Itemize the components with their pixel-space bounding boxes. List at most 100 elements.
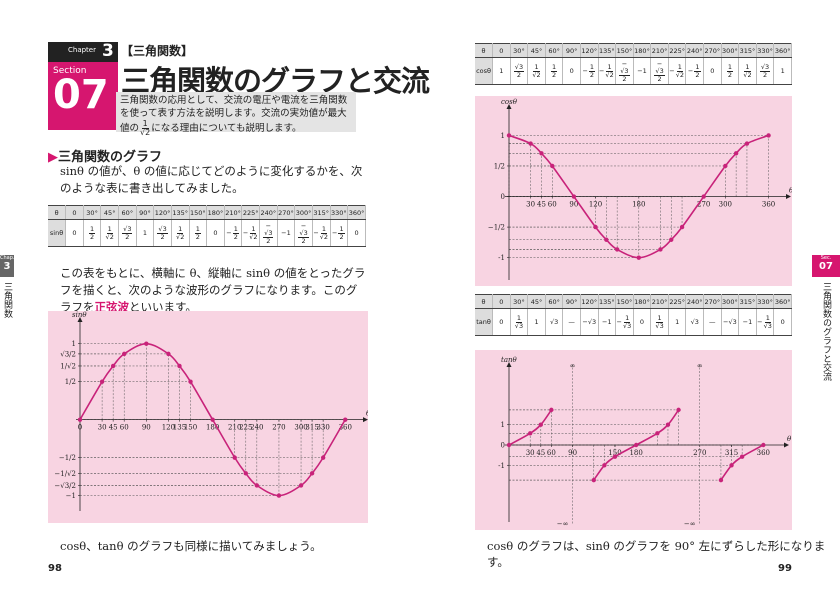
cell: √3 2 <box>153 219 172 247</box>
cell: 1 √2 <box>171 219 190 247</box>
tan-table: θ 0 30° 45° 60° 90° 120° 135° 150° 180° 210° 225° 24… <box>475 294 792 336</box>
chapter-num: 3 <box>102 41 114 61</box>
data-point <box>528 141 533 146</box>
cell: √3 2 <box>510 57 529 85</box>
numerator: 1 <box>764 314 771 323</box>
fraction: √3 2 <box>298 230 309 244</box>
x-tick-label: 90 <box>568 449 577 457</box>
data-point <box>604 237 609 242</box>
tab-label: Sec. <box>820 255 832 261</box>
side-tab-text: 三角関数のグラフと交流 <box>821 282 831 381</box>
numerator: 1 <box>232 225 239 234</box>
intro-box: 三角関数の応用として、交流の電圧や電流を三角関数を使って表す方法を説明します。交… <box>116 92 356 137</box>
row-label: cosθ <box>475 57 494 85</box>
cell: 1 <box>136 219 155 247</box>
header-cell: θ <box>48 205 67 220</box>
data-point <box>550 163 555 169</box>
denominator: √3 <box>623 321 632 330</box>
denominator: 2 <box>339 232 344 241</box>
fraction: √3 2 <box>654 68 665 82</box>
y-tick-label: 1 <box>501 132 505 140</box>
header-cell: 270° <box>703 294 722 309</box>
x-axis-label: θ <box>789 187 792 195</box>
x-tick-label: 180 <box>632 201 645 209</box>
y-axis-arrow <box>506 104 512 109</box>
data-point <box>122 351 127 357</box>
data-point <box>744 141 750 146</box>
cell: 0 <box>65 219 84 247</box>
x-tick-label: 45 <box>536 449 545 457</box>
data-point <box>633 442 639 448</box>
denominator: 2 <box>552 70 557 79</box>
cell: −1 √2 <box>312 219 331 247</box>
x-tick-label: 135 <box>173 424 186 432</box>
caption: cosθ のグラフは、sinθ のグラフを 90° 左にずらした形になります。 <box>487 539 826 569</box>
sign: − <box>300 222 307 230</box>
tab-num: 3 <box>3 261 11 272</box>
data-point <box>549 407 554 413</box>
cell: −1 <box>598 308 617 336</box>
data-point <box>729 463 734 468</box>
header-cell: 240° <box>685 294 705 309</box>
cell: −1 √2 <box>598 57 617 85</box>
numerator: √3 <box>263 229 274 238</box>
sign: − <box>226 229 232 237</box>
data-point <box>591 477 596 483</box>
fraction: 1 √2 <box>176 226 184 240</box>
sign: − <box>616 318 622 326</box>
cell: 1 √2 <box>527 57 546 85</box>
cell: −1 2 <box>330 219 349 247</box>
header-cell: 150° <box>615 294 634 309</box>
data-point <box>612 454 618 459</box>
data-point <box>676 407 681 413</box>
value-row: tanθ 0 1 √3 1 √3— −√3 −1−1 √3 0 1 √3 1 √3— −√3 −1−1 √3 0 <box>475 308 792 336</box>
cell: − √3 2 <box>294 219 313 247</box>
header-cell: 150° <box>189 205 208 220</box>
data-point <box>298 483 304 488</box>
header-cell: 330° <box>756 294 775 309</box>
header-cell: 315° <box>738 43 757 58</box>
cell: −1 <box>277 219 296 247</box>
cell: − √3 2 <box>615 57 634 85</box>
chapter-label: Chapter <box>68 46 96 54</box>
fraction: 1 √2 <box>676 64 684 78</box>
x-tick-label: 60 <box>547 449 556 457</box>
cell: — <box>562 308 581 336</box>
fraction: 1 √3 <box>764 315 772 329</box>
sin-table: θ 0 30° 45° 60° 90° 120° 135° 150° 180° 210° 225° 24… <box>48 205 366 247</box>
header-cell: 270° <box>703 43 722 58</box>
x-tick-label: 150 <box>184 424 197 432</box>
x-tick-label: 45 <box>109 424 118 432</box>
header-cell: 90° <box>562 294 581 309</box>
denominator: 2 <box>89 232 95 241</box>
x-axis-label: θ <box>787 435 792 443</box>
data-point <box>761 442 766 448</box>
header-cell: 225° <box>668 43 687 58</box>
y-tick-label: 1/2 <box>65 378 76 386</box>
x-tick-label: 30 <box>526 449 535 457</box>
denominator: √2 <box>675 70 685 79</box>
numerator: 1 <box>726 63 733 72</box>
header-cell: 240° <box>259 205 278 220</box>
tab-label: Chap. <box>0 255 15 261</box>
header-cell: 135° <box>171 205 190 220</box>
cell: 1 <box>668 308 687 336</box>
data-point <box>636 255 641 260</box>
numerator: √3 <box>157 225 168 234</box>
chart-background <box>48 311 368 523</box>
header-cell: 120° <box>580 294 599 309</box>
paragraph: sinθ の値が、θ の値に応じてどのように変化するかを、次のような表に書き出し… <box>60 164 363 195</box>
denominator: 2 <box>195 232 200 241</box>
x-tick-label: 60 <box>548 201 557 209</box>
y-tick-label: -1 <box>498 462 505 470</box>
intro-text: になる理由についても説明します。 <box>151 123 302 134</box>
x-axis-arrow <box>363 417 368 423</box>
